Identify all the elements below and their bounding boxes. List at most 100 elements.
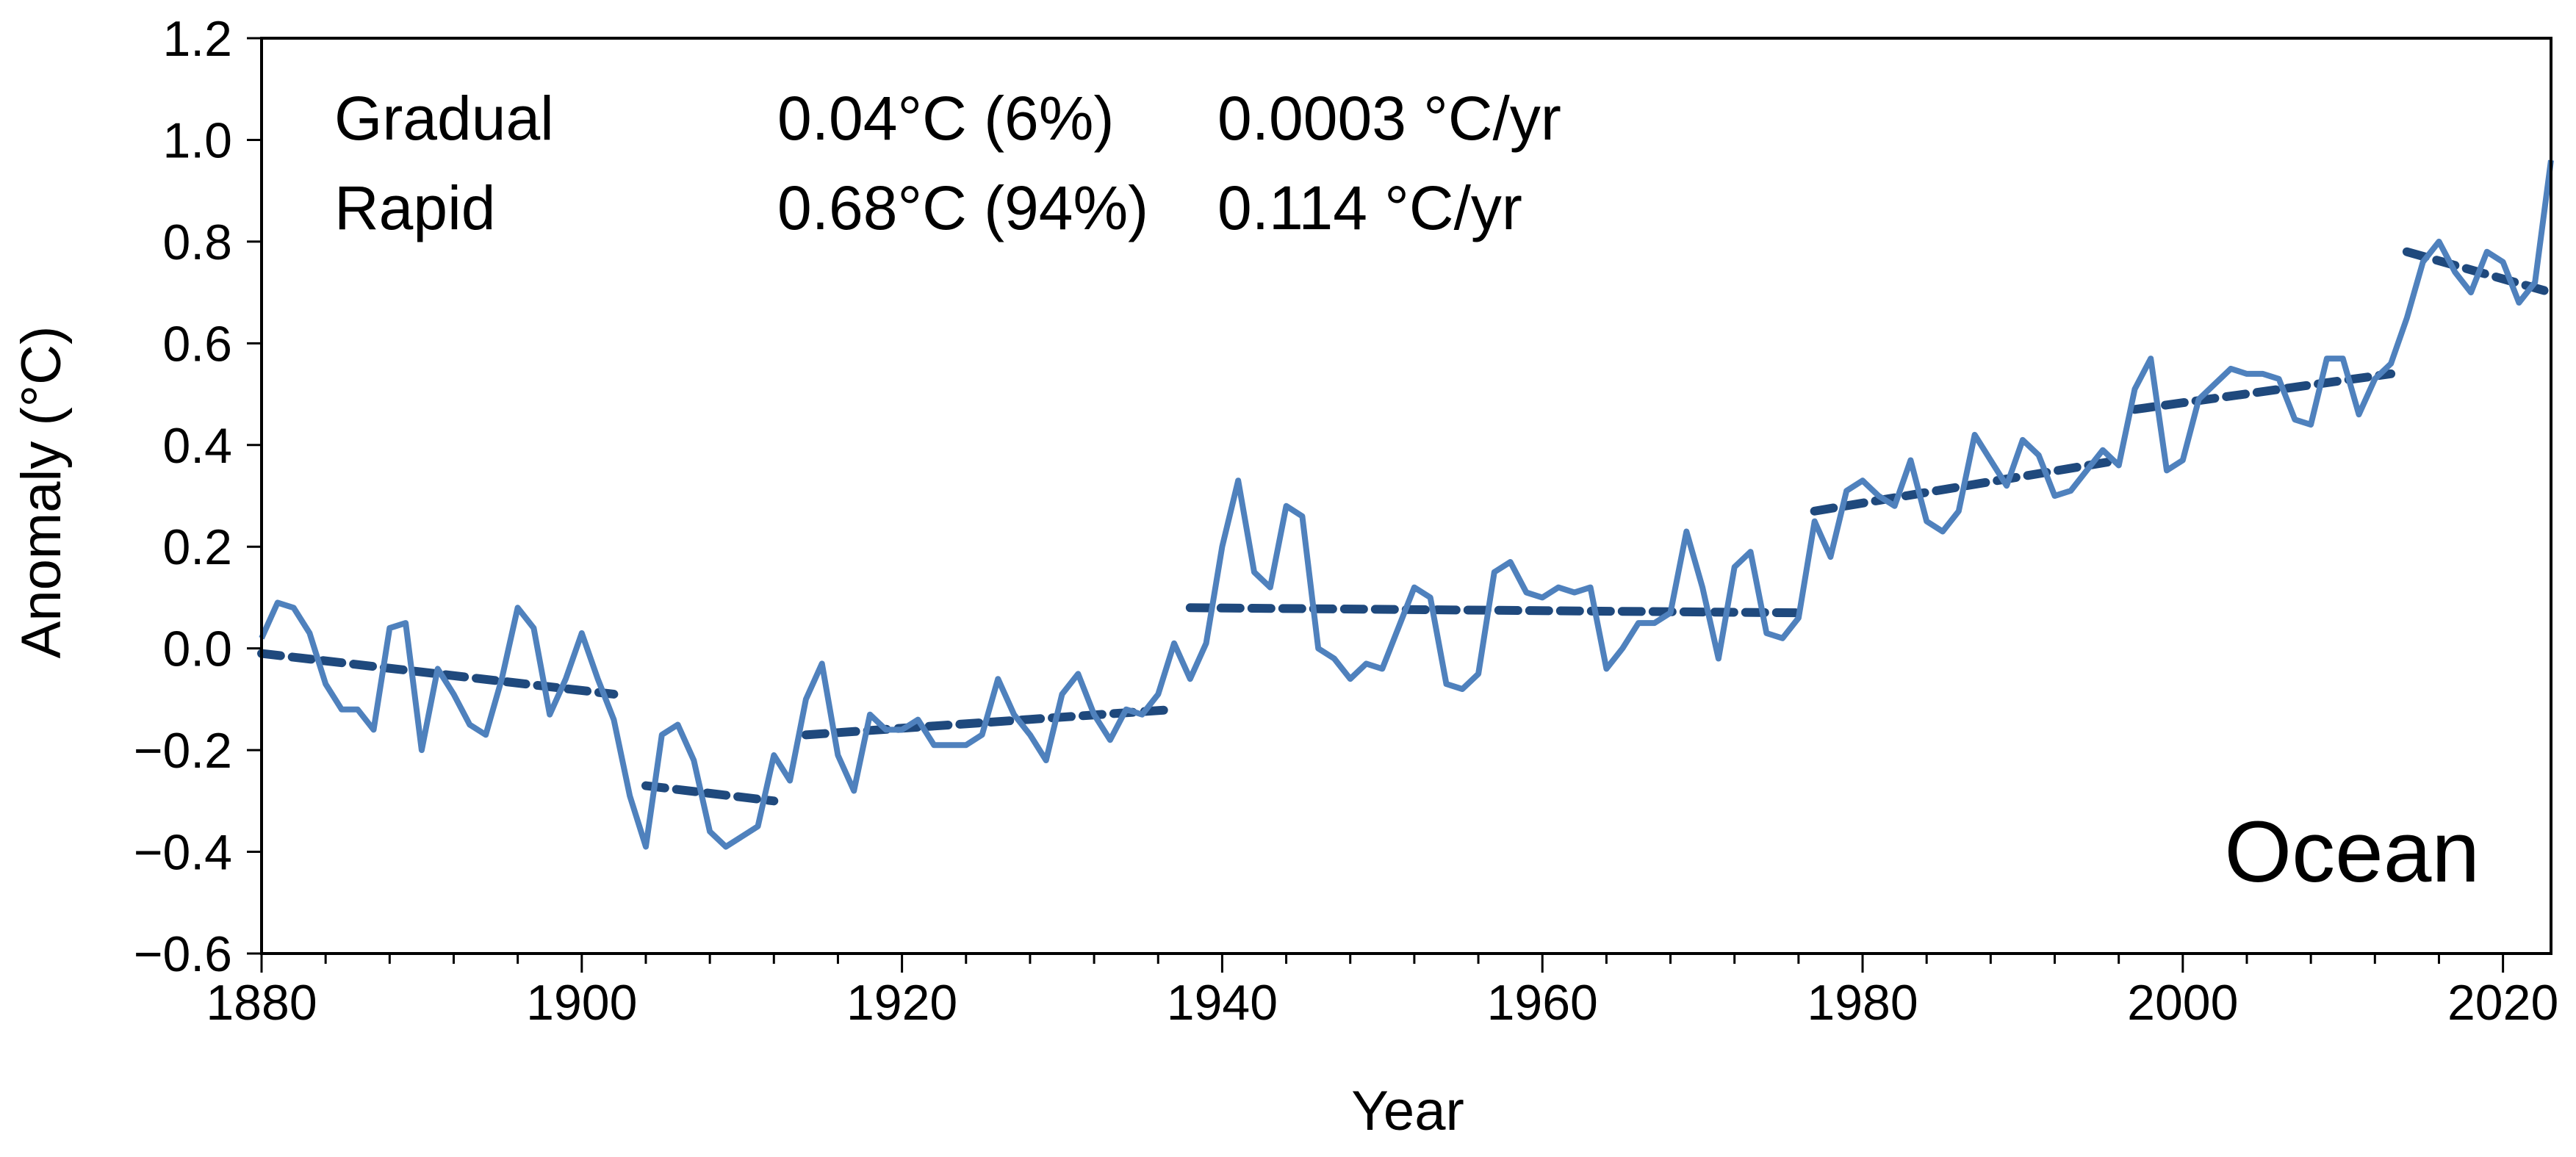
data-point	[1877, 494, 1880, 497]
y-axis-title: Anomaly (°C)	[10, 326, 73, 659]
data-point	[2325, 357, 2328, 360]
data-point	[1125, 708, 1128, 711]
data-point	[1701, 586, 1704, 589]
series-lines	[259, 159, 2554, 850]
data-point	[2437, 240, 2440, 243]
y-tick-label: −0.6	[134, 926, 232, 982]
data-point	[1444, 682, 1447, 685]
data-point	[420, 749, 423, 751]
data-point	[1269, 586, 1272, 589]
data-point	[885, 728, 888, 731]
data-point	[1797, 616, 1800, 619]
data-point	[1621, 647, 1624, 650]
x-tick-label: 2000	[2127, 975, 2238, 1031]
data-point	[2262, 372, 2264, 375]
data-point	[1397, 627, 1400, 630]
data-point	[916, 718, 919, 721]
data-point	[2373, 378, 2376, 381]
data-point	[597, 677, 600, 680]
data-point	[628, 794, 631, 797]
data-point	[1573, 591, 1576, 594]
data-point	[1029, 733, 1032, 736]
data-point	[1220, 545, 1223, 548]
data-point	[2245, 372, 2248, 375]
y-tick-label: 0.8	[162, 215, 232, 270]
data-point	[532, 627, 535, 630]
data-point	[2422, 261, 2425, 264]
data-point	[949, 743, 951, 746]
data-point	[2118, 464, 2120, 466]
data-point	[1205, 642, 1208, 645]
data-point	[2453, 270, 2456, 273]
data-point	[852, 789, 855, 792]
data-point	[1989, 459, 1992, 462]
data-point	[836, 754, 839, 757]
data-point	[1605, 667, 1608, 670]
data-point	[901, 728, 904, 731]
x-tick-label: 1920	[846, 975, 957, 1031]
data-point	[1012, 713, 1015, 716]
stats-annotation: Gradual 0.04°C (6%) 0.0003 °C/yr Rapid 0…	[334, 84, 1561, 242]
data-point	[1589, 586, 1592, 589]
data-point	[1653, 621, 1656, 624]
axes: 1880 1900 1920 1940 1960 1980 2000 2020 −0.6 −0.4…	[134, 11, 2559, 1031]
data-point	[756, 825, 759, 828]
data-point	[772, 754, 775, 757]
stat-rapid-change: 0.68°C (94%)	[777, 173, 1148, 242]
data-point	[1365, 662, 1368, 665]
data-point	[1781, 637, 1784, 640]
data-point	[788, 779, 791, 782]
data-point	[1941, 530, 1944, 533]
data-point	[1685, 530, 1688, 533]
x-tick-label: 1900	[526, 975, 637, 1031]
y-tick-label: 0.4	[162, 418, 232, 474]
stat-rapid-label: Rapid	[334, 173, 495, 242]
data-point	[2037, 454, 2040, 457]
data-point	[981, 733, 984, 736]
data-point	[708, 830, 711, 833]
data-point	[1333, 657, 1336, 660]
data-point	[1093, 713, 1095, 716]
data-point	[1813, 520, 1816, 523]
data-point	[2213, 383, 2216, 386]
data-point	[1237, 479, 1240, 482]
stat-gradual-change: 0.04°C (6%)	[777, 84, 1114, 153]
data-point	[1300, 515, 1303, 518]
data-point	[644, 846, 647, 848]
y-tick-label: 1.0	[162, 112, 232, 168]
data-point	[1076, 672, 1079, 675]
data-point	[308, 632, 311, 635]
data-point	[324, 682, 327, 685]
data-point	[1957, 510, 1960, 513]
data-point	[1717, 657, 1720, 660]
data-point	[821, 662, 824, 665]
data-point	[2005, 484, 2008, 487]
data-point	[2389, 362, 2392, 365]
data-point	[1156, 693, 1159, 696]
data-point	[1493, 571, 1496, 574]
data-point	[2469, 291, 2472, 294]
data-point	[292, 606, 295, 609]
data-point	[1381, 667, 1384, 670]
data-point	[2085, 469, 2088, 472]
data-point	[2517, 301, 2520, 304]
data-point	[1893, 505, 1896, 508]
data-point	[2229, 367, 2232, 370]
data-point	[2309, 423, 2312, 426]
data-point	[500, 677, 503, 680]
data-point	[2133, 388, 2136, 391]
data-point	[2342, 357, 2345, 360]
data-point	[580, 632, 583, 635]
data-point	[1045, 759, 1048, 762]
y-tick-label: 0.0	[162, 621, 232, 677]
data-point	[1109, 738, 1112, 741]
data-point	[2502, 261, 2505, 264]
data-point	[564, 677, 567, 680]
data-point	[1557, 586, 1560, 589]
data-point	[1637, 621, 1640, 624]
data-point	[2181, 459, 2184, 462]
data-point	[868, 713, 871, 716]
data-point	[1140, 713, 1143, 716]
